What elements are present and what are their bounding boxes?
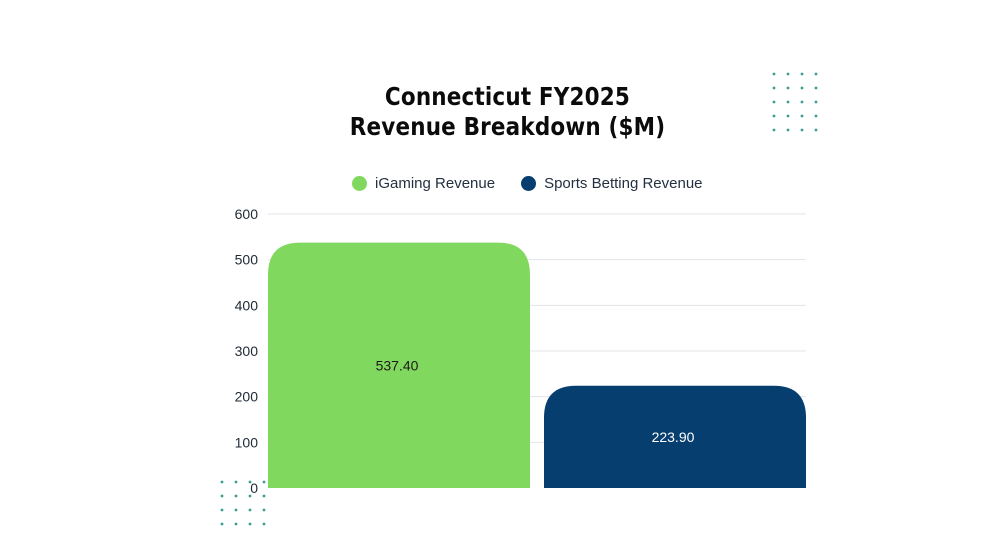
y-tick-label: 300	[235, 343, 259, 359]
decorative-dot	[234, 494, 238, 498]
decorative-dot	[814, 100, 818, 104]
decorative-dot	[814, 72, 818, 76]
y-tick-label: 400	[235, 297, 259, 313]
decorative-dot-grid-bottom-left	[220, 480, 266, 526]
decorative-dot	[248, 494, 252, 498]
decorative-dot	[262, 508, 266, 512]
legend-item-igaming: iGaming Revenue	[352, 175, 495, 192]
bar-data-label: 537.40	[376, 357, 419, 373]
decorative-dot	[772, 100, 776, 104]
y-tick-label: 500	[235, 252, 259, 268]
decorative-dot	[786, 128, 790, 132]
legend-swatch-sports-betting	[521, 176, 537, 191]
decorative-dot	[248, 522, 252, 526]
decorative-dot	[786, 86, 790, 90]
decorative-dot	[786, 100, 790, 104]
decorative-dot	[772, 72, 776, 76]
legend-item-sports-betting: Sports Betting Revenue	[521, 175, 703, 192]
decorative-dot	[772, 128, 776, 132]
chart-title: Connecticut FY2025 Revenue Breakdown ($M…	[329, 82, 686, 142]
bar	[544, 385, 806, 488]
decorative-dot	[814, 114, 818, 118]
y-tick-label: 0	[250, 480, 258, 496]
legend-label-igaming: iGaming Revenue	[375, 175, 496, 192]
decorative-dot	[772, 86, 776, 90]
decorative-dot	[800, 114, 804, 118]
decorative-dot	[234, 480, 238, 484]
chart-title-line-2: Revenue Breakdown ($M)	[349, 112, 666, 141]
decorative-dot	[800, 72, 804, 76]
y-tick-label: 600	[235, 206, 259, 222]
bar-data-label: 223.90	[652, 429, 695, 445]
decorative-dot	[234, 522, 238, 526]
decorative-dot	[786, 114, 790, 118]
decorative-dot	[220, 522, 224, 526]
decorative-dot	[262, 494, 266, 498]
decorative-dot	[786, 72, 790, 76]
decorative-dot	[220, 494, 224, 498]
decorative-dot	[800, 86, 804, 90]
legend-swatch-igaming	[352, 176, 367, 191]
legend-label-sports-betting: Sports Betting Revenue	[544, 175, 703, 192]
decorative-dot	[814, 128, 818, 132]
chart-legend: iGaming Revenue Sports Betting Revenue	[352, 175, 729, 192]
y-tick-label: 200	[235, 389, 259, 405]
decorative-dot	[262, 480, 266, 484]
chart-title-line-1: Connecticut FY2025	[384, 82, 631, 111]
decorative-dot	[220, 508, 224, 512]
decorative-dot	[800, 128, 804, 132]
decorative-dot	[234, 508, 238, 512]
decorative-dot	[248, 480, 252, 484]
decorative-dot	[262, 522, 266, 526]
decorative-dot	[814, 86, 818, 90]
y-tick-label: 100	[235, 434, 259, 450]
decorative-dot	[800, 100, 804, 104]
decorative-dot-grid-top-right	[772, 72, 818, 132]
decorative-dot	[248, 508, 252, 512]
decorative-dot	[772, 114, 776, 118]
bar	[268, 242, 530, 488]
decorative-dot	[220, 480, 224, 484]
